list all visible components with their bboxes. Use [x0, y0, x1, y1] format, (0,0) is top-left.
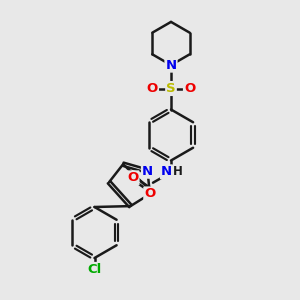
Text: N: N — [161, 165, 172, 178]
Text: N: N — [165, 58, 177, 72]
Text: N: N — [142, 165, 153, 178]
Text: O: O — [127, 171, 139, 184]
Text: O: O — [147, 82, 158, 95]
Text: O: O — [144, 188, 155, 200]
Text: S: S — [166, 82, 176, 95]
Text: H: H — [173, 165, 182, 178]
Text: Cl: Cl — [87, 263, 102, 276]
Text: O: O — [184, 82, 195, 95]
